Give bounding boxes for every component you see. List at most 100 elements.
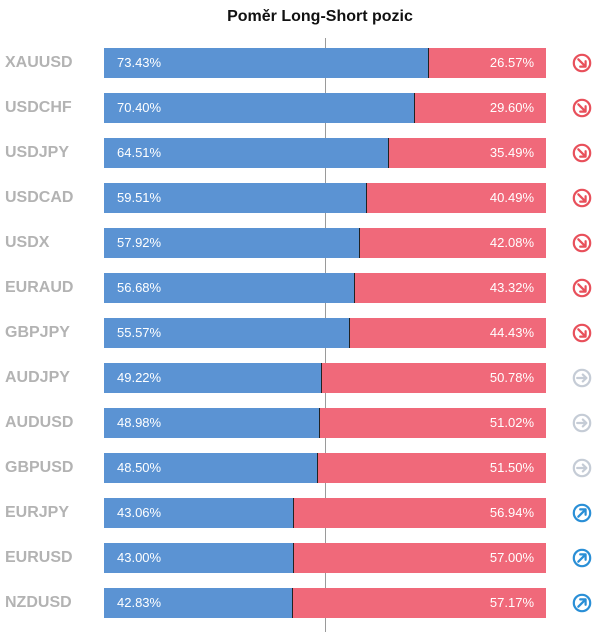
ratio-bar: 70.40% 29.60% <box>104 93 546 123</box>
short-percent-label: 51.50% <box>489 460 534 475</box>
long-segment <box>104 138 389 168</box>
ratio-row: USDCAD 59.51% 40.49% <box>0 183 604 213</box>
long-percent-label: 59.51% <box>117 190 162 205</box>
short-percent-label: 29.60% <box>489 100 534 115</box>
ratio-row: EURJPY 43.06% 56.94% <box>0 498 604 528</box>
long-segment <box>104 318 350 348</box>
short-percent-label: 57.00% <box>489 550 534 565</box>
segment-divider <box>293 498 294 528</box>
long-segment <box>104 408 320 438</box>
segment-divider <box>349 318 350 348</box>
long-segment <box>104 363 322 393</box>
segment-divider <box>388 138 389 168</box>
ratio-bar: 42.83% 57.17% <box>104 588 546 618</box>
short-segment <box>350 318 546 348</box>
up-right-arrow-icon[interactable] <box>572 548 592 568</box>
ratio-row: EURAUD 56.68% 43.32% <box>0 273 604 303</box>
ratio-row: AUDJPY 49.22% 50.78% <box>0 363 604 393</box>
chart-title: Poměr Long-Short pozic <box>227 8 413 25</box>
pair-label: EURUSD <box>5 549 73 566</box>
long-percent-label: 48.50% <box>117 460 162 475</box>
segment-divider <box>428 48 429 78</box>
long-segment <box>104 498 294 528</box>
short-segment <box>294 498 546 528</box>
short-segment <box>322 363 546 393</box>
short-segment <box>293 588 546 618</box>
pair-label: GBPJPY <box>5 324 70 341</box>
ratio-bar: 48.50% 51.50% <box>104 453 546 483</box>
pair-label: USDCAD <box>5 189 74 206</box>
short-percent-label: 40.49% <box>489 190 534 205</box>
long-segment <box>104 48 429 78</box>
long-segment <box>104 588 293 618</box>
right-arrow-icon[interactable] <box>572 413 592 433</box>
pair-label: EURJPY <box>5 504 70 521</box>
short-percent-label: 57.17% <box>489 595 534 610</box>
ratio-row: XAUUSD 73.43% 26.57% <box>0 48 604 78</box>
ratio-bar: 55.57% 44.43% <box>104 318 546 348</box>
short-segment <box>367 183 546 213</box>
ratio-bar: 56.68% 43.32% <box>104 273 546 303</box>
pair-label: XAUUSD <box>5 54 73 71</box>
ratio-row: GBPUSD 48.50% 51.50% <box>0 453 604 483</box>
long-percent-label: 70.40% <box>117 100 162 115</box>
short-percent-label: 42.08% <box>489 235 534 250</box>
long-segment <box>104 273 355 303</box>
long-segment <box>104 543 294 573</box>
ratio-row: EURUSD 43.00% 57.00% <box>0 543 604 573</box>
short-percent-label: 44.43% <box>489 325 534 340</box>
segment-divider <box>354 273 355 303</box>
pair-label: USDX <box>5 234 50 251</box>
down-right-arrow-icon[interactable] <box>572 323 592 343</box>
segment-divider <box>293 543 294 573</box>
down-right-arrow-icon[interactable] <box>572 143 592 163</box>
long-segment <box>104 93 415 123</box>
right-arrow-icon[interactable] <box>572 368 592 388</box>
pair-label: NZDUSD <box>5 594 72 611</box>
ratio-row: USDCHF 70.40% 29.60% <box>0 93 604 123</box>
short-percent-label: 51.02% <box>489 415 534 430</box>
long-segment <box>104 228 360 258</box>
up-right-arrow-icon[interactable] <box>572 593 592 613</box>
ratio-bar: 57.92% 42.08% <box>104 228 546 258</box>
up-right-arrow-icon[interactable] <box>572 503 592 523</box>
pair-label: AUDJPY <box>5 369 70 386</box>
long-percent-label: 43.06% <box>117 505 162 520</box>
short-segment <box>389 138 546 168</box>
segment-divider <box>319 408 320 438</box>
segment-divider <box>317 453 318 483</box>
long-percent-label: 55.57% <box>117 325 162 340</box>
ratio-bar: 43.06% 56.94% <box>104 498 546 528</box>
ratio-row: AUDUSD 48.98% 51.02% <box>0 408 604 438</box>
down-right-arrow-icon[interactable] <box>572 188 592 208</box>
long-percent-label: 49.22% <box>117 370 162 385</box>
right-arrow-icon[interactable] <box>572 458 592 478</box>
long-segment <box>104 453 318 483</box>
down-right-arrow-icon[interactable] <box>572 98 592 118</box>
segment-divider <box>366 183 367 213</box>
pair-label: AUDUSD <box>5 414 74 431</box>
short-segment <box>355 273 546 303</box>
pair-label: GBPUSD <box>5 459 74 476</box>
long-percent-label: 57.92% <box>117 235 162 250</box>
long-percent-label: 43.00% <box>117 550 162 565</box>
ratio-bar: 64.51% 35.49% <box>104 138 546 168</box>
down-right-arrow-icon[interactable] <box>572 53 592 73</box>
ratio-row: USDX 57.92% 42.08% <box>0 228 604 258</box>
short-percent-label: 56.94% <box>489 505 534 520</box>
short-segment <box>320 408 546 438</box>
short-percent-label: 35.49% <box>489 145 534 160</box>
segment-divider <box>359 228 360 258</box>
ratio-row: GBPJPY 55.57% 44.43% <box>0 318 604 348</box>
long-segment <box>104 183 367 213</box>
short-segment <box>318 453 546 483</box>
pair-label: EURAUD <box>5 279 74 296</box>
ratio-row: USDJPY 64.51% 35.49% <box>0 138 604 168</box>
ratio-bar: 59.51% 40.49% <box>104 183 546 213</box>
down-right-arrow-icon[interactable] <box>572 278 592 298</box>
long-percent-label: 73.43% <box>117 55 162 70</box>
short-segment <box>294 543 546 573</box>
down-right-arrow-icon[interactable] <box>572 233 592 253</box>
segment-divider <box>321 363 322 393</box>
segment-divider <box>292 588 293 618</box>
